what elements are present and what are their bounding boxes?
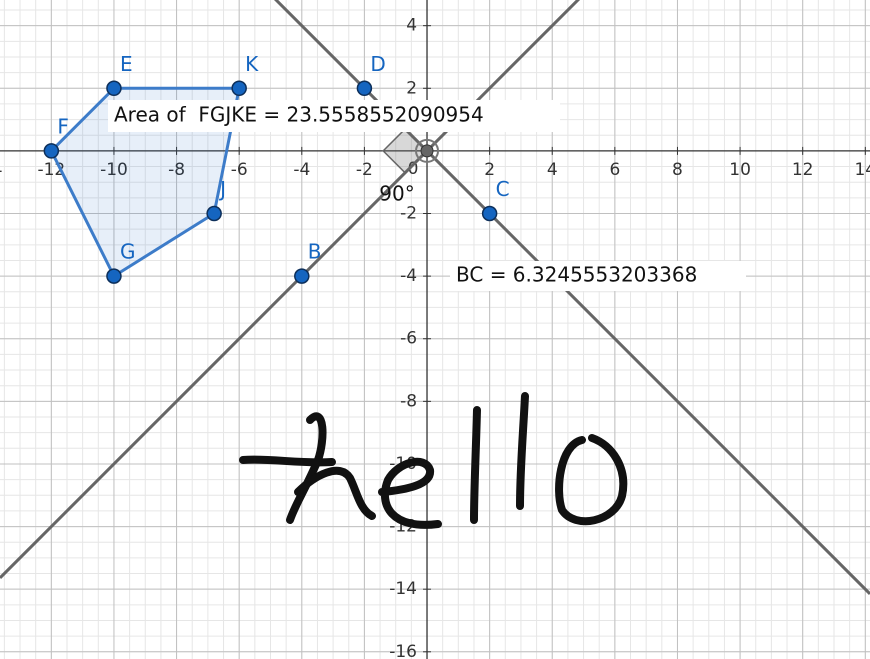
caption: Area of FGJKE = 23.5558552090954 <box>114 103 484 127</box>
x-tick-label: 12 <box>792 160 814 180</box>
point <box>356 80 373 97</box>
y-tick-label: -14 <box>389 579 417 599</box>
point-label: J <box>218 177 226 201</box>
x-tick-label: 6 <box>609 160 620 180</box>
ink-stroke <box>239 455 336 467</box>
x-tick-label: -2 <box>356 160 373 180</box>
point-label: F <box>57 114 69 138</box>
y-tick-label: -16 <box>389 642 417 659</box>
point <box>206 205 222 222</box>
x-tick-label: -4 <box>293 160 310 180</box>
caption-box <box>450 261 746 291</box>
point <box>106 268 122 284</box>
angle-label: 90° <box>379 181 414 205</box>
y-tick-label: -4 <box>400 266 417 286</box>
angle-marker <box>382 127 429 174</box>
point-label: C <box>496 177 510 201</box>
x-tick-label: 2 <box>484 160 495 180</box>
caption-box <box>108 100 560 132</box>
ink-stroke <box>378 457 442 529</box>
point-label: D <box>370 52 385 76</box>
x-tick-label: -14 <box>0 160 3 180</box>
y-tick-label: 4 <box>406 16 417 36</box>
y-tick-label: -6 <box>400 329 417 349</box>
handwriting <box>239 392 628 529</box>
ink-stroke <box>286 412 327 524</box>
point-label: K <box>245 52 259 76</box>
point-label: E <box>120 52 133 76</box>
point <box>106 80 122 97</box>
x-tick-label: 14 <box>854 160 870 180</box>
polygon <box>49 86 241 278</box>
point <box>231 80 247 97</box>
ink-stroke <box>555 434 628 526</box>
origin-point <box>420 144 434 158</box>
ink-stroke <box>516 392 529 510</box>
point <box>294 268 310 284</box>
x-tick-label: -8 <box>168 160 185 180</box>
x-tick-label: 4 <box>547 160 558 180</box>
point-label: G <box>120 240 135 264</box>
point-label: B <box>308 240 322 264</box>
x-tick-label: -6 <box>231 160 248 180</box>
x-tick-label: -10 <box>100 160 128 180</box>
y-tick-label: -2 <box>400 204 417 224</box>
x-tick-label: 8 <box>672 160 683 180</box>
origin-label: 0 <box>408 159 419 179</box>
point <box>43 143 60 159</box>
caption: BC = 6.3245553203368 <box>456 263 697 287</box>
ink-stroke <box>470 406 481 524</box>
origin-ring <box>415 138 440 163</box>
ink-stroke <box>294 466 376 520</box>
y-tick-label: -8 <box>400 391 417 411</box>
point <box>481 205 498 222</box>
y-tick-label: 2 <box>406 78 417 98</box>
x-tick-label: 10 <box>729 160 751 180</box>
